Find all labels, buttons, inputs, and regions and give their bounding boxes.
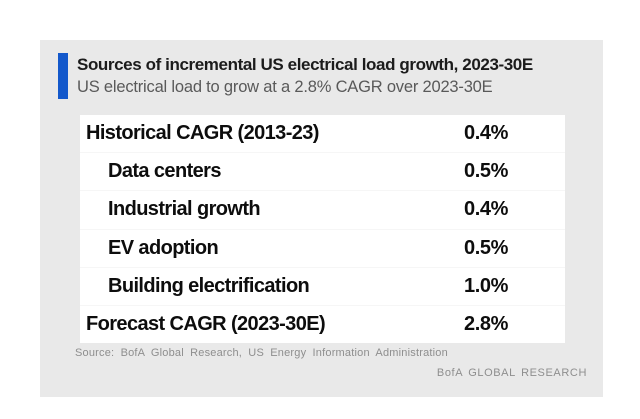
table-row: EV adoption 0.5% <box>80 230 565 268</box>
row-label: Building electrification <box>108 274 310 297</box>
row-value: 1.0% <box>464 274 508 297</box>
table-row: Forecast CAGR (2023-30E) 2.8% <box>80 306 565 343</box>
row-label: Historical CAGR (2013-23) <box>86 122 319 145</box>
chart-subtitle: US electrical load to grow at a 2.8% CAG… <box>77 78 493 96</box>
cagr-table: Historical CAGR (2013-23) 0.4% Data cent… <box>80 115 565 343</box>
row-label: Forecast CAGR (2023-30E) <box>86 312 326 335</box>
chart-title: Sources of incremental US electrical loa… <box>77 55 533 74</box>
table-row: Industrial growth 0.4% <box>80 191 565 229</box>
row-label: EV adoption <box>108 236 219 259</box>
row-value: 0.5% <box>464 236 508 259</box>
report-card: Sources of incremental US electrical loa… <box>40 40 603 397</box>
brand-label: BofA GLOBAL RESEARCH <box>436 367 587 379</box>
title-accent-bar <box>58 53 68 99</box>
row-value: 0.5% <box>464 160 508 183</box>
card-header: Sources of incremental US electrical loa… <box>58 53 533 99</box>
table-row: Building electrification 1.0% <box>80 268 565 306</box>
row-label: Industrial growth <box>108 198 261 221</box>
source-note: Source: BofA Global Research, US Energy … <box>75 347 448 359</box>
row-value: 0.4% <box>464 122 508 145</box>
table-row: Data centers 0.5% <box>80 153 565 191</box>
row-value: 0.4% <box>464 198 508 221</box>
title-block: Sources of incremental US electrical loa… <box>77 53 533 99</box>
table-row: Historical CAGR (2013-23) 0.4% <box>80 115 565 153</box>
row-label: Data centers <box>108 160 221 183</box>
row-value: 2.8% <box>464 312 508 335</box>
